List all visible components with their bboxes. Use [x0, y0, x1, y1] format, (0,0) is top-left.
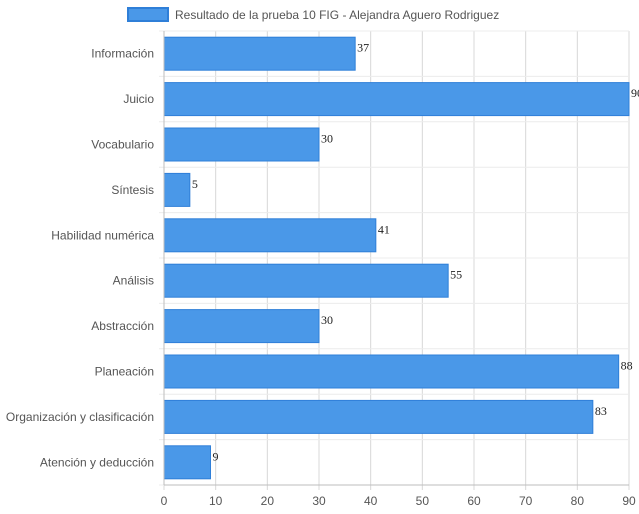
data-label: 83: [595, 404, 607, 418]
legend[interactable]: Resultado de la prueba 10 FIG - Alejandr…: [127, 7, 499, 22]
data-label: 30: [321, 132, 333, 146]
bars: 37 90 30 5 41 55 30 88 83 9: [163, 36, 639, 480]
data-label: 41: [378, 222, 390, 236]
bar[interactable]: [163, 445, 211, 480]
category-label: Abstracción: [91, 319, 154, 333]
data-label: 55: [450, 268, 462, 282]
x-tick-label: 0: [161, 494, 168, 508]
x-tick-label: 30: [312, 494, 326, 508]
x-tick-label: 70: [519, 494, 533, 508]
bar[interactable]: [163, 36, 356, 71]
data-label: 5: [192, 177, 198, 191]
data-label: 90: [631, 86, 639, 100]
bar[interactable]: [163, 172, 191, 207]
bar[interactable]: [163, 263, 449, 298]
category-label: Juicio: [123, 92, 154, 106]
axes: 0 10 20 30 40 50 60 70 80 90 Información Juicio Voca…: [6, 31, 636, 508]
x-tick-label: 10: [209, 494, 223, 508]
legend-label[interactable]: Resultado de la prueba 10 FIG - Alejandr…: [175, 8, 499, 22]
category-label: Planeación: [95, 365, 154, 379]
category-label: Atención y deducción: [40, 455, 154, 469]
category-label: Vocabulario: [91, 138, 154, 152]
bar[interactable]: [163, 354, 620, 389]
data-label: 9: [213, 449, 219, 463]
data-label: 30: [321, 313, 333, 327]
bar[interactable]: [163, 127, 320, 162]
category-label: Habilidad numérica: [51, 228, 154, 242]
bar[interactable]: [163, 218, 377, 253]
x-tick-label: 60: [467, 494, 481, 508]
data-label: 37: [357, 41, 369, 55]
category-label: Análisis: [113, 274, 154, 288]
x-tick-label: 80: [571, 494, 585, 508]
bar[interactable]: [163, 399, 594, 434]
bar[interactable]: [163, 309, 320, 344]
category-label: Organización y clasificación: [6, 410, 154, 424]
x-tick-label: 90: [622, 494, 636, 508]
category-label: Información: [91, 47, 154, 61]
data-label: 88: [621, 359, 633, 373]
x-tick-label: 40: [364, 494, 378, 508]
x-tick-label: 50: [416, 494, 430, 508]
legend-swatch[interactable]: [127, 7, 169, 22]
bar[interactable]: [163, 82, 630, 117]
x-tick-label: 20: [261, 494, 275, 508]
category-label: Síntesis: [111, 183, 154, 197]
